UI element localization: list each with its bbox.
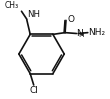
Text: Cl: Cl [29, 86, 38, 95]
Text: CH₃: CH₃ [5, 1, 19, 10]
Text: O: O [67, 15, 74, 24]
Text: NH: NH [27, 10, 40, 19]
Text: N: N [77, 29, 83, 38]
Text: H: H [78, 32, 83, 38]
Text: NH₂: NH₂ [88, 28, 105, 37]
